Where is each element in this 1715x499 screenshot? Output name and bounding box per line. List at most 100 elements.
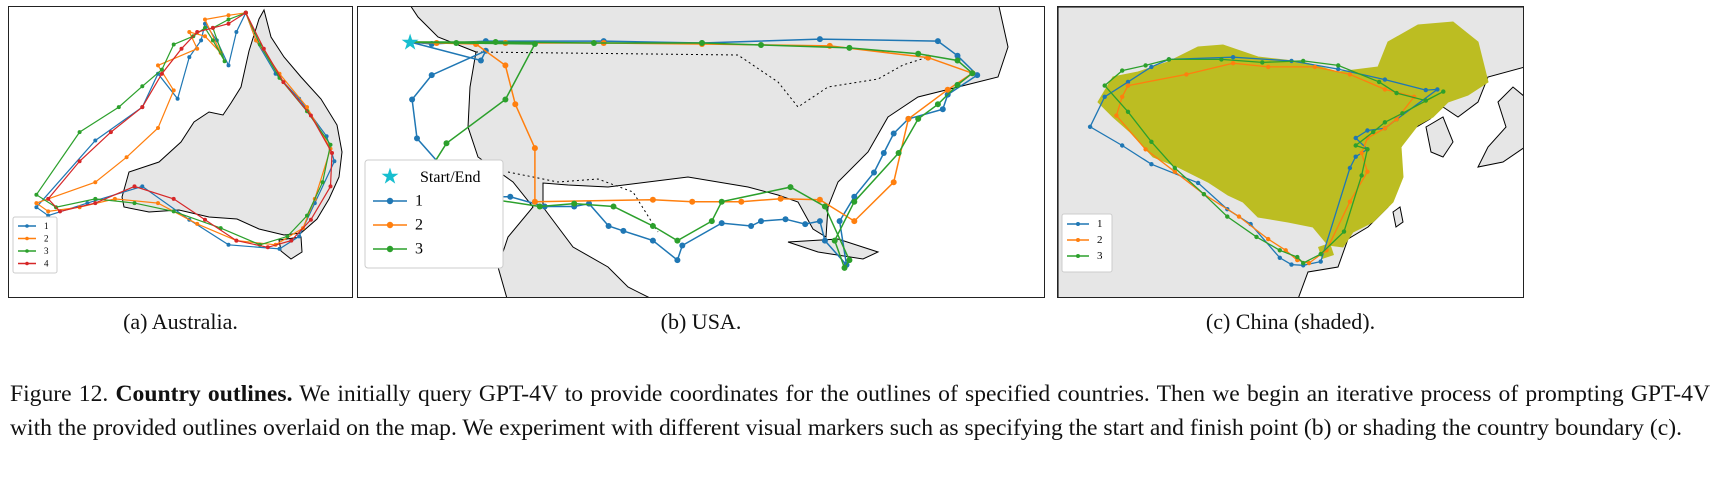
series-4-point [243,10,248,15]
series-2-point [226,13,231,18]
series-3-point [285,234,290,239]
series-3-point [787,184,794,191]
series-3-point [531,41,538,47]
figure-body: We initially query GPT-4V to provide coo… [10,381,1710,441]
legend-label-1: 1 [1097,218,1103,230]
australia-mainland [121,8,343,236]
series-3-point [77,130,82,135]
series-2-point [1306,260,1312,266]
series-1-point [1149,64,1154,70]
series-2-point [1312,64,1318,70]
series-2-point [512,101,519,108]
series-2-point [1266,236,1271,242]
series-2-point [777,195,784,202]
series-4-point [261,46,266,51]
series-2-point [1382,87,1388,92]
series-1-point [816,218,823,225]
series-3-point [1359,173,1364,178]
series-2-point [851,218,858,225]
series-3-point [1336,63,1341,68]
series-1-point [140,184,145,189]
series-3-point [851,198,858,205]
series-3-point [132,201,137,206]
series-2-point [905,115,912,122]
series-4-point [159,71,164,76]
series-1-point [954,52,961,59]
usa-map-panel: ★ ★ Start/End 1 2 3 [357,6,1045,298]
series-3-point [1295,254,1300,260]
series-1-point [297,234,302,239]
series-3-point [1376,79,1382,85]
legend-label-4: 4 [44,259,49,269]
series-3-point [1400,111,1405,116]
series-3-point [969,70,976,77]
series-3-point [502,96,509,103]
legend-marker-2 [25,236,29,241]
series-1-point [1289,262,1294,267]
series-1-point [1195,180,1201,186]
australia-map: 1 2 3 4 [9,7,352,297]
series-3-point [328,142,333,147]
series-3-point [536,203,543,210]
series-2-point [689,198,696,205]
series-2-point [1236,214,1242,219]
series-3-point [1219,57,1224,62]
series-3-point [1365,147,1370,152]
series-1-point [1149,162,1154,167]
series-3-point [590,40,597,46]
series-1-point [782,216,789,223]
series-3-point [1301,58,1306,64]
series-1-point [1423,87,1428,93]
north-america-landmass [410,7,1009,297]
series-3-point [1143,63,1148,68]
series-2-point [124,155,129,160]
series-2-point [944,86,951,93]
series-1-point [175,96,180,101]
series-3-point [226,17,231,22]
series-3-point [1254,234,1259,240]
series-1-point [974,72,981,79]
legend-label-3: 3 [1097,250,1103,262]
series-3-point [1394,90,1399,96]
china-shaded [1097,21,1489,248]
series-3-point [674,237,681,244]
series-3-point [159,67,164,72]
series-3-point [1149,139,1154,144]
legend-label-2: 2 [44,234,49,244]
series-1-point [1435,87,1440,92]
series-1-point [934,38,941,45]
figure-caption: Figure 12. Country outlines. We initiall… [10,377,1710,445]
series-1-line [1089,56,1440,266]
usa-legend: ★ Start/End 1 2 3 [364,159,504,269]
series-1-point [890,130,897,137]
series-3-point [699,40,705,46]
series-1-point [758,218,764,225]
series-3-point [1441,89,1446,94]
series-3-point [915,115,922,122]
series-1-point [85,201,90,206]
series-2-point [1184,72,1189,77]
series-1-point [748,223,755,229]
series-4-point [210,25,215,30]
series-3-point [841,264,848,271]
series-4-point [140,105,145,110]
usa-map: ★ ★ Start/End 1 2 3 [364,7,1009,297]
series-1-point [226,63,231,68]
series-3-point [718,198,725,205]
series-1-point [34,205,39,210]
series-4-point [265,245,270,250]
figure-label: Figure 12. [10,381,109,407]
series-1-point [816,36,823,43]
series-3-point [222,59,227,64]
series-1-point [1365,128,1370,133]
start-end-legend-star-icon: ★ [380,164,400,189]
figure-title: Country outlines. [115,381,293,407]
series-3-point [1353,143,1358,148]
series-4-point [46,196,51,201]
series-3-point [846,257,853,264]
series-3-point [954,57,961,64]
series-2-point [171,88,176,93]
series-2-point [1347,199,1353,204]
us-mexico-border [507,171,659,233]
series-3-point [93,196,98,201]
